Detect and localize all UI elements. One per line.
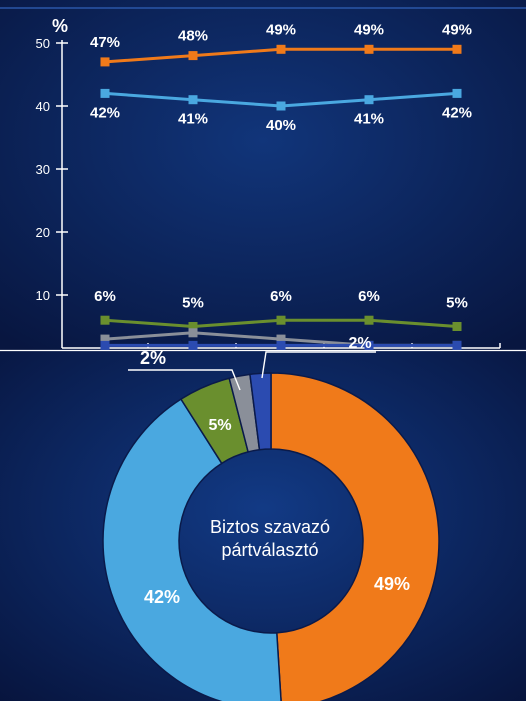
series-point [276,315,286,325]
series-point [188,95,198,105]
series-point [452,88,462,98]
donut-center-text-line-2: pártválasztó [221,540,318,560]
donut-slice-label: 49% [374,574,410,594]
series-data-label: 5% [446,295,468,312]
leader-line-grey [128,369,241,391]
series-point [452,322,462,331]
donut-slice-label: 42% [144,587,180,607]
series-point [188,322,198,331]
series-point [188,51,198,61]
series-point [100,334,110,344]
series-point [100,57,110,67]
series-point [100,340,110,350]
series-data-label: 42% [442,104,472,121]
y-tick-label: 40 [36,99,50,114]
series-data-label: 42% [90,104,120,121]
donut-center-text-line-1: Biztos szavazó [210,517,330,537]
series-point [364,95,374,105]
series-point [100,88,110,98]
y-tick-label: 20 [36,225,50,240]
line-chart-background [0,0,526,351]
series-data-label: 49% [442,21,472,38]
series-point [276,44,286,54]
series-point [364,315,374,325]
donut-chart [102,372,440,701]
donut-slice-label: 2% [348,335,371,352]
series-data-label: 41% [178,111,208,128]
series-data-label: 49% [266,21,296,38]
series-data-label: 40% [266,117,296,134]
line-chart-data-labels: 47% 48% 49% 49% 49% 42% 41% 40% 41% 42% 6% 5% 6% 6% 5% [90,21,472,311]
series-point [276,340,286,350]
series-point [364,44,374,54]
y-tick-label: 50 [36,36,50,51]
donut-slice-label: 2% [140,348,166,368]
y-axis-ticks: 10 20 30 40 50 [36,36,68,303]
series-point [452,340,462,350]
y-tick-label: 30 [36,162,50,177]
y-tick-label: 10 [36,288,50,303]
line-chart-series [100,44,462,350]
series-point [276,334,286,344]
donut-leader-lines [128,351,376,391]
series-data-label: 6% [94,288,116,305]
series-point [452,44,462,54]
series-data-label: 6% [358,288,380,305]
series-data-label: 48% [178,28,208,45]
series-point [100,315,110,325]
donut-slice [249,372,272,451]
series-data-label: 41% [354,111,384,128]
series-point [188,340,198,350]
series-point [188,328,198,338]
series-data-label: 5% [182,295,204,312]
donut-slice [102,398,282,701]
donut-slice-label: 5% [208,417,231,434]
line-chart-axes: % 10 20 30 40 50 [36,16,501,349]
series-data-label: 6% [270,288,292,305]
y-axis-unit-label: % [52,16,68,36]
series-data-label: 49% [354,21,384,38]
leader-line-blue [261,351,376,379]
series-point [364,340,374,350]
series-point [276,101,286,111]
series-data-label: 47% [90,34,120,51]
donut-slice-labels: 49% 42% 5% 2% 2% [140,335,410,607]
